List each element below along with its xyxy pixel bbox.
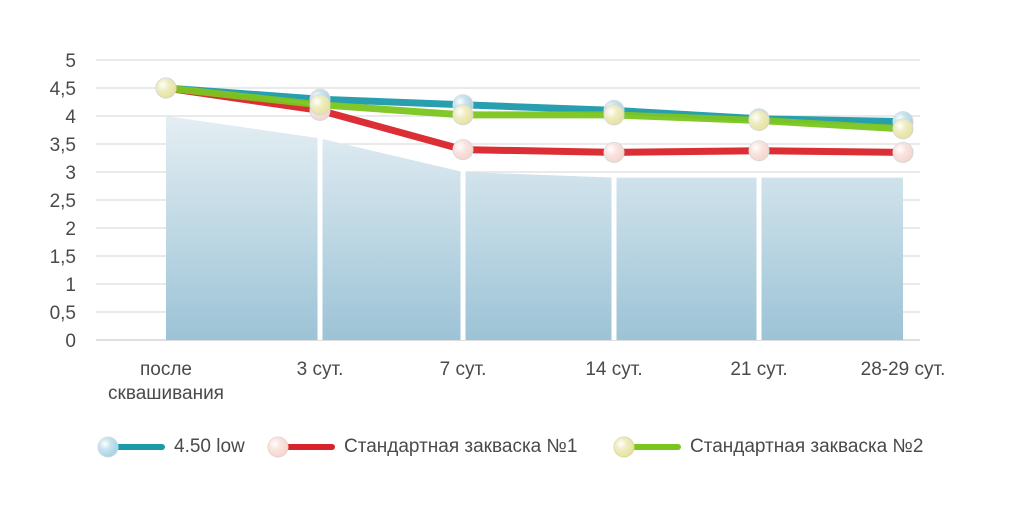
data-point-highlight [749,110,769,131]
line-chart: 0 0,5 1 1,5 2 2,5 3 3,5 4 4,5 5 после сквашивания 3 … [50,51,946,404]
area-separator [317,136,323,340]
y-tick-label: 4,5 [50,79,76,100]
data-point-highlight [156,78,176,98]
y-tick-label: 2 [65,219,76,240]
area-separator [460,170,466,340]
legend-swatch-standard-starter-2 [613,436,681,458]
y-tick-label: 0 [65,331,76,352]
legend-item-standard-starter-2: Стандартная закваска №2 [612,430,923,464]
y-tick-label: 1 [65,275,76,296]
series-line-2 [162,84,907,133]
series-markers [155,77,914,163]
series-lines [162,84,907,156]
series-line-1 [162,84,907,156]
data-point-highlight [453,104,473,125]
x-tick-label: 14 сут. [585,359,642,380]
area-separator [756,175,762,340]
y-tick-label: 3 [65,163,76,184]
data-point-highlight [604,142,624,163]
x-tick-label: после [140,359,192,380]
legend-label-standard-starter-2: Стандартная закваска №2 [690,436,924,457]
legend-swatch-standard-starter-1 [267,436,335,458]
legend-item-standard-starter-1: Стандартная закваска №1 [266,430,577,464]
data-point-highlight [310,94,330,115]
x-axis-ticks: после сквашивания 3 сут. 7 сут. 14 сут. 21 су… [108,359,945,404]
y-tick-label: 1,5 [50,247,76,268]
background-area [166,116,903,340]
y-tick-label: 4 [65,107,76,128]
y-tick-label: 5 [65,51,76,72]
data-point-highlight [893,142,913,163]
y-axis-ticks: 0 0,5 1 1,5 2 2,5 3 3,5 4 4,5 5 [50,51,77,352]
y-tick-label: 3,5 [50,135,76,156]
x-tick-label: 28-29 сут. [861,359,946,380]
legend: 4.50 low Стандартная закваска №1 Стандар… [0,430,1023,464]
x-tick-label: 7 сут. [440,359,487,380]
data-point-highlight [749,140,769,161]
legend-label-standard-starter-1: Стандартная закваска №1 [344,436,578,457]
legend-item-4-50-low: 4.50 low [96,430,245,464]
y-tick-label: 2,5 [50,191,76,212]
area-separator [611,175,617,340]
data-point-highlight [893,118,913,139]
legend-swatch-4-50-low [97,436,165,458]
legend-label-4-50-low: 4.50 low [174,436,245,457]
area-separators [317,136,762,340]
x-tick-label: 21 сут. [730,359,787,380]
data-point-highlight [604,104,624,125]
y-tick-label: 0,5 [50,303,76,324]
area-fill [166,116,903,340]
x-tick-label: сквашивания [108,383,224,404]
data-point-highlight [453,139,473,160]
x-tick-label: 3 сут. [297,359,344,380]
